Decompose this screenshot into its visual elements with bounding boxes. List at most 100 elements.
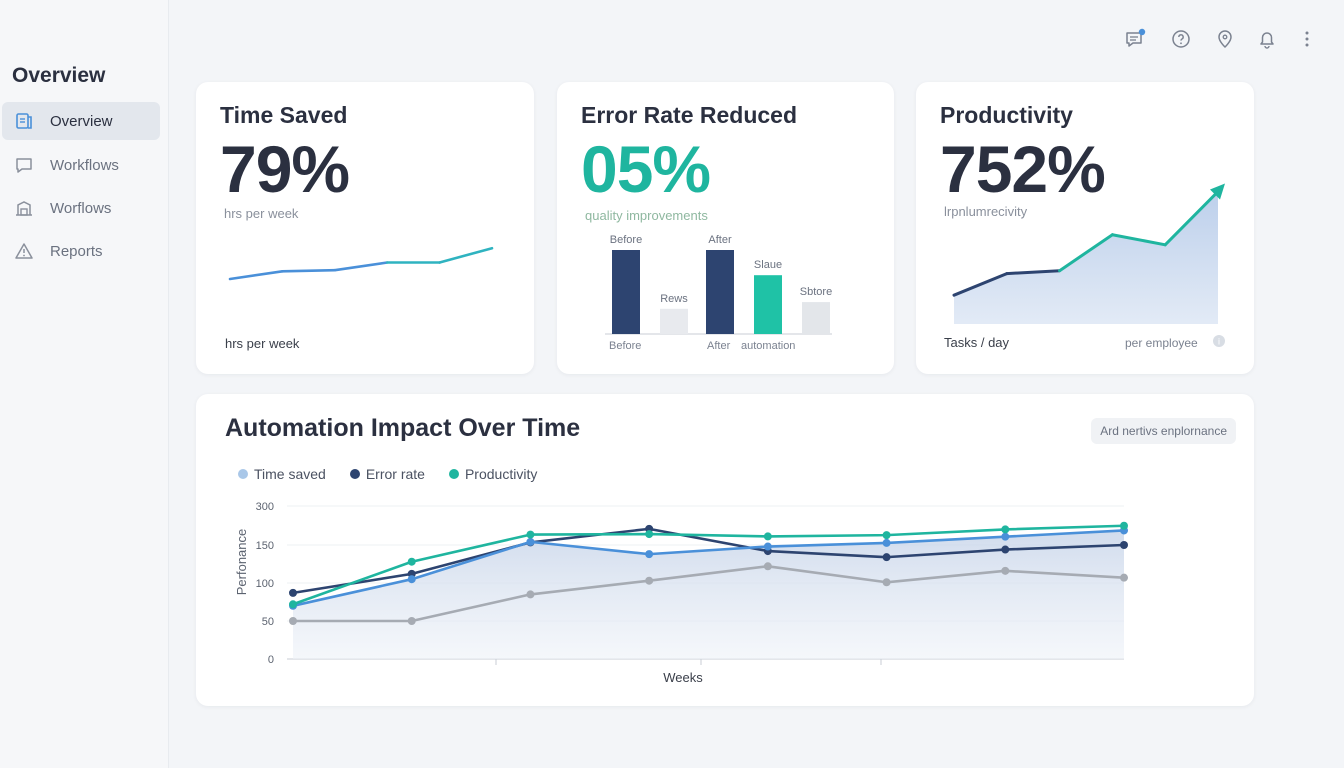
time-saved-line-segment: [228, 270, 284, 281]
card-footer-right: per employee: [1125, 336, 1198, 350]
document-icon: [16, 113, 32, 129]
time-saved-area: [293, 530, 1124, 659]
productivity-line-segment: [1058, 233, 1114, 273]
data-point: [1001, 525, 1010, 534]
legend-item: Time saved: [238, 466, 326, 482]
bar-label: Rews: [660, 293, 688, 305]
bar-label: Before: [610, 234, 642, 246]
legend-dot: [448, 469, 459, 479]
series-line: [291, 527, 1126, 595]
data-point: [526, 590, 535, 599]
time-saved-line-segment: [333, 261, 389, 272]
help-icon[interactable]: [1170, 28, 1192, 50]
series-line: [291, 564, 1126, 623]
data-point: [526, 530, 535, 539]
data-point: [289, 588, 297, 597]
card-subtitle: lrpnlumrecivity: [944, 204, 1028, 219]
productivity-line-segment: [1110, 233, 1167, 247]
bar: [802, 302, 830, 334]
card-footer: hrs per week: [225, 336, 300, 351]
y-tick-label: 150: [256, 540, 274, 552]
bar-label: Slaue: [754, 259, 782, 271]
legend-item: Productivity: [448, 466, 537, 482]
series-line: [291, 529, 1126, 608]
info-icon[interactable]: i: [1212, 334, 1226, 348]
time-saved-line-segment: [281, 268, 337, 273]
bar: [660, 308, 688, 334]
data-point: [763, 562, 772, 571]
card-footer-left: Tasks / day: [944, 335, 1010, 350]
data-point: [1001, 545, 1010, 554]
sidebar-item-label: Workflows: [50, 156, 119, 174]
bar: [612, 250, 640, 334]
card-title: Time Saved: [220, 102, 348, 128]
bar-label: After: [708, 234, 732, 246]
data-point: [763, 542, 772, 551]
legend-label: Time saved: [254, 466, 326, 482]
sidebar-item-workflows[interactable]: Workflows: [2, 146, 160, 184]
sidebar-item-label: Reports: [50, 242, 103, 260]
location-icon[interactable]: [1214, 28, 1236, 50]
time-saved-line-segment: [438, 246, 494, 264]
trend-arrow-icon: [1210, 183, 1225, 200]
bell-icon[interactable]: [1256, 28, 1278, 50]
legend-dot: [349, 469, 360, 479]
x-axis-label: Weeks: [663, 670, 703, 685]
error-rate-value: 05%: [581, 132, 711, 206]
y-tick-label: 300: [256, 501, 274, 513]
data-point: [1120, 541, 1128, 549]
error-rate-chart: Before Rews After Slaue Sbtore: [605, 234, 832, 335]
data-point: [289, 600, 297, 609]
data-point: [763, 532, 772, 541]
bar-label: Sbtore: [800, 286, 832, 298]
data-point: [645, 576, 654, 585]
time-saved-chart: [228, 246, 494, 281]
legend-label: Error rate: [365, 466, 425, 482]
time-saved-value: 79%: [220, 132, 350, 206]
impact-chart: 0 50 100 150 300 Weeks Perfonance: [234, 501, 1128, 685]
data-point: [407, 557, 416, 566]
sidebar-item-worflows[interactable]: Worflows: [2, 189, 160, 227]
data-point: [1001, 566, 1010, 575]
productivity-value: 752%: [940, 132, 1106, 206]
data-point: [1001, 532, 1010, 541]
y-tick-label: 0: [268, 654, 274, 666]
y-tick-label: 50: [262, 616, 274, 628]
svg-text:i: i: [1218, 337, 1220, 347]
sidebar-item-overview[interactable]: Overview: [2, 102, 160, 140]
data-point: [289, 617, 297, 625]
card-subtitle: hrs per week: [224, 206, 299, 221]
productivity-area: [954, 191, 1218, 324]
data-point: [882, 538, 891, 547]
bar: [706, 250, 734, 334]
card-title: Error Rate Reduced: [581, 102, 798, 128]
message-icon[interactable]: [1124, 28, 1146, 50]
productivity-line-segment: [1163, 190, 1220, 247]
productivity-line-segment: [1005, 269, 1062, 276]
y-tick-label: 100: [256, 578, 274, 590]
data-point: [645, 530, 654, 539]
impact-card: Automation Impact Over Time Ard nertivs …: [196, 394, 1254, 706]
more-icon[interactable]: [1296, 28, 1318, 50]
data-point: [1120, 573, 1128, 582]
data-point: [645, 550, 654, 559]
sidebar-item-reports[interactable]: Reports: [2, 232, 160, 270]
sidebar-title: Overview: [12, 64, 106, 87]
bar-label-bottom: After: [707, 340, 731, 352]
data-point: [882, 553, 891, 562]
legend-dot: [238, 469, 248, 479]
sidebar-item-label: Overview: [50, 112, 113, 130]
series-line: [291, 524, 1126, 606]
sidebar: Overview Overview Workflows Worflows Rep…: [0, 0, 169, 768]
filter-dropdown[interactable]: Ard nertivs enplornance: [1091, 418, 1236, 444]
legend-item: Error rate: [349, 466, 425, 482]
bar: [754, 275, 782, 334]
sidebar-item-label: Worflows: [50, 199, 112, 217]
data-point: [882, 531, 891, 540]
productivity-line-segment: [952, 272, 1009, 297]
y-axis-label: Perfonance: [234, 529, 249, 596]
error-rate-card: Error Rate Reduced 05% quality improveme…: [557, 82, 894, 374]
card-title: Productivity: [940, 102, 1073, 128]
data-point: [407, 617, 416, 625]
data-point: [526, 537, 535, 546]
